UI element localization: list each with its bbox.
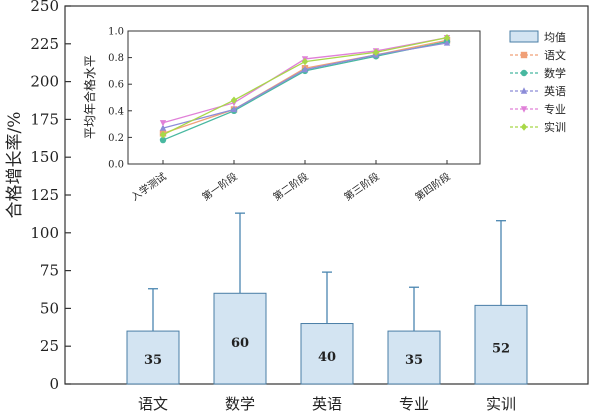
series-marker [443, 39, 451, 46]
series-marker [372, 48, 380, 56]
inset-x-tick-label: 第四阶段 [412, 170, 452, 204]
legend-label: 数学 [544, 66, 566, 80]
series-marker [230, 105, 238, 113]
legend-label: 专业 [544, 102, 566, 116]
series-marker [443, 33, 451, 42]
legend-label: 英语 [544, 84, 566, 98]
bar [126, 330, 180, 385]
main-y-tick-label: 50 [40, 299, 59, 317]
legend-label: 实训 [544, 120, 566, 134]
inset-y-tick-label: 0.2 [108, 133, 124, 144]
bar-data-label: 52 [492, 342, 510, 357]
inset-x-tick-label: 第二阶段 [270, 170, 310, 204]
main-y-tick-label: 125 [30, 186, 59, 204]
inset-y-axis-title: 平均年合格水平 [82, 55, 97, 139]
inset-x-tick-label: 第一阶段 [199, 170, 239, 204]
bar-data-label: 60 [231, 336, 249, 351]
main-bars: 35 60 40 35 52 [126, 212, 528, 385]
main-x-axis: 语文 数学 英语 专业 实训 [138, 379, 516, 413]
series-marker [301, 57, 309, 66]
inset-y-tick-label: 0.0 [108, 160, 124, 171]
main-y-tick-label: 225 [30, 35, 59, 53]
inset-plot: 0.00.20.40.60.81.0 入学测试 第一阶段 第二阶段 第三阶段 第四阶段 … [82, 27, 481, 204]
inset-x-axis: 入学测试 第一阶段 第二阶段 第三阶段 第四阶段 [128, 160, 453, 204]
main-y-tick-label: 25 [40, 337, 59, 355]
series-marker [520, 69, 528, 77]
main-y-tick-label: 75 [40, 262, 59, 280]
main-y-axis-title: 合格增长率/% [5, 112, 25, 219]
inset-y-tick-label: 0.6 [108, 80, 124, 91]
main-y-tick-label: 100 [30, 224, 59, 242]
inset-y-tick-label: 0.8 [108, 53, 124, 64]
series-marker [230, 96, 238, 104]
main-y-axis: 0 25 50 75 100 125 150 175 200 225 250 [30, 0, 71, 393]
main-y-tick-label: 0 [49, 375, 59, 393]
bar-data-label: 35 [144, 353, 162, 368]
main-x-tick-label: 实训 [486, 395, 516, 413]
main-x-tick-label: 专业 [399, 395, 429, 413]
main-y-tick-label: 250 [30, 0, 59, 15]
inset-lines [159, 33, 451, 144]
inset-x-tick-label: 第三阶段 [341, 170, 381, 204]
series-marker [301, 65, 309, 73]
series-marker [159, 136, 167, 144]
inset-y-axis: 0.0 0.2 0.4 0.6 0.8 1.0 [108, 27, 132, 171]
legend-swatch-bar [509, 30, 539, 43]
series-marker [159, 124, 167, 131]
main-y-tick-label: 175 [30, 110, 59, 128]
legend-label: 均值 [544, 31, 566, 44]
legend-label: 语文 [544, 48, 566, 62]
inset-plot-frame [127, 30, 481, 165]
main-y-tick-label: 150 [30, 148, 59, 166]
main-y-tick-label: 200 [30, 73, 59, 91]
series-marker [520, 106, 528, 113]
bar [213, 292, 267, 385]
main-x-tick-label: 英语 [312, 395, 342, 413]
series-marker [159, 131, 167, 139]
bar [300, 323, 354, 385]
bar-data-label: 35 [405, 353, 423, 368]
series-marker [159, 120, 167, 127]
inset-y-tick-label: 0.4 [108, 106, 124, 117]
main-x-tick-label: 语文 [138, 395, 168, 413]
bar [474, 304, 528, 385]
series-marker [520, 123, 528, 131]
inset-x-tick-label: 入学测试 [128, 170, 168, 204]
inset-y-tick-label: 1.0 [108, 27, 124, 38]
series-marker [520, 87, 528, 94]
main-x-tick-label: 数学 [225, 395, 255, 413]
series-marker [520, 51, 528, 59]
bar-data-label: 40 [318, 350, 336, 365]
bar [387, 330, 441, 385]
